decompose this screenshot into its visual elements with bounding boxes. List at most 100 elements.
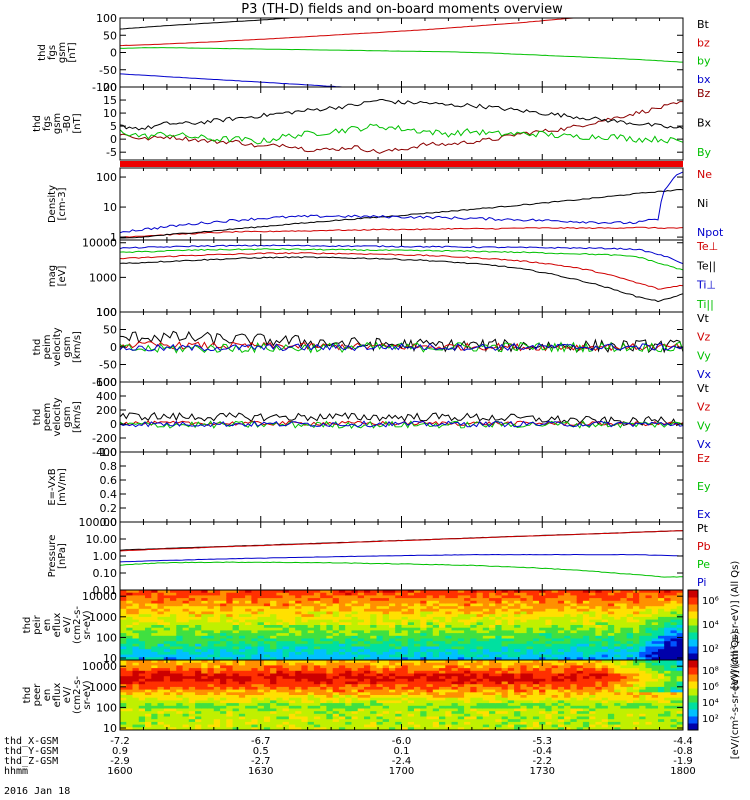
legend-peim_velocity-Vy: Vy — [697, 349, 711, 362]
ytick-label: 0.0 — [100, 516, 118, 529]
series-density-Ni — [120, 188, 683, 239]
series-fgs_gsm-bx — [120, 73, 352, 87]
colorbar-cell — [688, 625, 698, 633]
ytick-label: -100 — [92, 376, 117, 389]
x-row-label: thd_Y-GSM — [4, 746, 58, 757]
series-peim_velocity-Vx — [120, 342, 683, 352]
ytick-label: -400 — [92, 446, 117, 459]
panel-frame — [119, 17, 684, 88]
ytick-label: -50 — [99, 359, 117, 372]
x-row-value: -1.9 — [673, 756, 693, 767]
legend-efield-Ey: Ey — [697, 480, 711, 493]
panel-efield: Ez Ey Ex 1.00.80.60.40.20.0 E=-VxB [mV/m] — [47, 446, 711, 529]
legend-density-Npot: Npot — [697, 226, 724, 239]
panel-peir_spec: 10000 1000 100 10 thd peir en eflux eV/(cm2-s-sr… — [22, 589, 684, 665]
ytick-label: 100 — [96, 306, 117, 319]
ylabel-line: velocity — [52, 327, 63, 366]
panel-peim_velocity: Vt Vz Vy Vx 100 50 0 -50 -100 thd peim velocity gsm[… — [32, 306, 712, 389]
ylabel-line: -B0 — [62, 115, 73, 131]
x-row-label: thd_Z-GSM — [4, 756, 58, 767]
ytick-label: 0 — [110, 418, 117, 431]
panel-bar — [120, 161, 683, 167]
x-row-value: -4.4 — [673, 736, 693, 747]
ylabel-line: gsm — [52, 113, 63, 134]
colorbar-frame — [687, 659, 699, 731]
ytick-label: 1.0 — [100, 446, 118, 459]
ytick-label: 0 — [110, 133, 117, 146]
ytick-label: 100 — [96, 631, 117, 644]
panel-temperature: Te⊥ Te|| Ti⊥ Ti|| 10000 1000 100 mag [eV] — [47, 237, 718, 319]
x-row-value: -2.4 — [392, 756, 412, 767]
ylabel-line: [nPa] — [57, 543, 68, 569]
heatmap-cells — [120, 660, 683, 730]
ylabel-line: fgs — [42, 116, 53, 131]
x-row-value: 1630 — [248, 766, 273, 777]
legend-temperature-Ti⊥: Ti⊥ — [696, 279, 716, 292]
series-peem_velocity-Vy — [120, 420, 683, 429]
series-temperature-Te⊥ — [120, 252, 683, 290]
ylabel-line: [nT] — [67, 42, 78, 62]
colorbar-cell — [688, 681, 698, 689]
ylabel-line: eflux — [52, 683, 63, 708]
series-density-Npot — [120, 171, 683, 234]
ylabel-line: velocity — [52, 397, 63, 436]
panel-peer_spec: 10000 1000 100 10 thd peer en eflux eV/(cm2-s-sr… — [22, 659, 684, 735]
ylabel-line: [cm-3] — [57, 187, 68, 220]
series-peim_velocity-Vy — [120, 341, 683, 354]
legend-peem_velocity-Vt: Vt — [697, 382, 710, 395]
legend-efield-Ez: Ez — [697, 452, 710, 465]
legend-peim_velocity-Vx: Vx — [697, 368, 712, 381]
series-pressure-Pi — [120, 553, 683, 563]
ylabel-line: thd — [37, 44, 48, 61]
ytick-label: 0 — [110, 341, 117, 354]
ylabel-line: [km/s] — [72, 401, 83, 433]
series-pressure-Pe — [120, 561, 683, 578]
ytick-label: 0.10 — [93, 567, 118, 580]
legend-fgs_gsm-bx: bx — [697, 73, 711, 86]
colorbar-cell — [688, 597, 698, 605]
ylabel-line: gsm — [62, 406, 73, 427]
ytick-label: 1.00 — [93, 550, 118, 563]
ytick-label: 0.2 — [100, 502, 118, 515]
x-row-value: -5.3 — [532, 736, 552, 747]
ylabel-line: peir — [32, 614, 43, 634]
ytick-label: 100.00 — [79, 516, 118, 529]
ylabel-line: sr-eV) — [82, 610, 93, 639]
ytick-label: 0.01 — [93, 584, 118, 597]
legend-fgs_gse-By: By — [697, 146, 712, 159]
colorbar-cell — [688, 604, 698, 612]
colorbar-tick: 10² — [702, 714, 719, 725]
series-temperature-Ti⊥ — [120, 244, 683, 265]
panel-pressure: Pt Pb Pe Pi 100.00 10.00 1.00 0.10 0.01 Pressure[… — [47, 516, 711, 597]
x-row-label: hhmm — [4, 766, 28, 777]
ytick-label: 10000 — [82, 237, 117, 250]
ytick-label: 1000 — [89, 271, 117, 284]
panel-density: Ne Ni Npot 100 10 1 Density [cm-3] — [47, 167, 724, 244]
colorbar-cell — [688, 702, 698, 710]
colorbar-cell — [688, 611, 698, 619]
legend-pressure-Pe: Pe — [697, 558, 710, 571]
ylabel-line: Pressure — [47, 535, 58, 578]
x-row-value: 1800 — [670, 766, 695, 777]
ytick-label: 10 — [103, 722, 117, 735]
ytick-label: 10 — [103, 201, 117, 214]
ytick-label: 10000 — [82, 660, 117, 673]
series-fgs_gse-Bx — [120, 98, 683, 131]
ylabel-line: en — [42, 619, 53, 632]
colorbar-tick: 10² — [702, 644, 719, 655]
ylabel-line: fgs — [47, 45, 58, 60]
series-peim_velocity-Vz — [120, 341, 683, 352]
ylabel-line: (cm2-s- — [72, 676, 83, 714]
ylabel-line: [mV/m] — [57, 468, 68, 506]
ylabel-line: eflux — [52, 613, 63, 638]
colorbar-cell — [688, 723, 698, 731]
x-row-value: 1700 — [389, 766, 414, 777]
x-row-value: 0.9 — [112, 746, 128, 757]
ylabel-line: en — [42, 689, 53, 702]
ylabel-line: thd — [22, 617, 33, 634]
series-temperature-Ti|| — [120, 248, 683, 271]
legend-fgs_gse-Bx: Bx — [697, 117, 712, 130]
x-date: 2016 Jan 18 — [4, 786, 70, 797]
